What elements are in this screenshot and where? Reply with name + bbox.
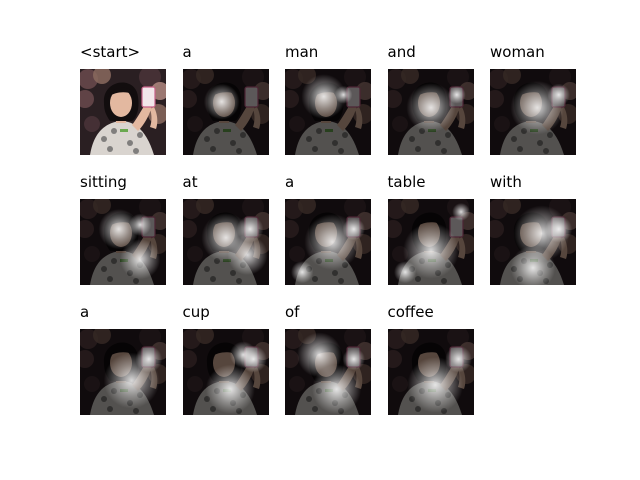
word-label: table <box>387 173 426 191</box>
attention-spot <box>229 341 257 369</box>
attention-spot <box>129 213 152 236</box>
attention-cell: man <box>285 43 373 163</box>
attention-spot <box>402 222 459 279</box>
attention-spot <box>301 74 347 119</box>
attention-spot <box>98 208 139 250</box>
attention-spot <box>291 260 314 284</box>
attention-spot <box>447 85 466 104</box>
attention-map <box>182 199 269 285</box>
attention-map <box>285 69 371 155</box>
attention-cell: <start> <box>80 43 168 163</box>
attention-cell: table <box>387 173 476 293</box>
attention-cell: of <box>285 303 373 423</box>
word-label: man <box>285 43 319 61</box>
word-label: coffee <box>387 303 434 321</box>
attention-map <box>387 199 474 285</box>
attention-map <box>80 199 166 285</box>
word-label: a <box>80 303 90 321</box>
attention-spot <box>312 364 362 414</box>
attention-cell: and <box>387 43 476 163</box>
attention-spot <box>334 85 353 104</box>
attention-map <box>387 329 474 415</box>
attention-map <box>285 199 371 285</box>
attention-spot <box>393 260 416 284</box>
word-label: with <box>490 173 522 191</box>
word-label: and <box>387 43 416 61</box>
attention-cell: a <box>80 303 168 423</box>
word-label: at <box>182 173 198 191</box>
word-label: a <box>285 173 295 191</box>
word-label: cup <box>182 303 210 321</box>
attention-spot <box>451 202 470 221</box>
attention-cell: at <box>182 173 271 293</box>
attention-cell: woman <box>490 43 578 163</box>
attention-cell: coffee <box>387 303 476 423</box>
attention-spot <box>103 352 160 409</box>
word-label: sitting <box>80 173 127 191</box>
attention-cell: sitting <box>80 173 168 293</box>
word-label: a <box>182 43 192 61</box>
attention-spot <box>545 215 573 243</box>
attention-map <box>80 329 166 415</box>
attention-spot <box>547 83 570 106</box>
attention-spot <box>203 83 240 120</box>
word-label: of <box>285 303 300 321</box>
attention-cell: a <box>182 43 271 163</box>
attention-spot <box>342 217 365 241</box>
source-photo <box>80 69 166 155</box>
word-label: <start> <box>80 43 141 61</box>
attention-spot <box>205 364 255 414</box>
attention-spot <box>342 347 365 371</box>
attention-cell: cup <box>182 303 271 423</box>
attention-map <box>490 69 576 155</box>
attention-spot <box>405 83 456 133</box>
attention-spot <box>120 239 161 280</box>
attention-spot <box>406 356 463 413</box>
photo-content <box>80 69 166 155</box>
attention-spot <box>510 245 556 285</box>
attention-cell: with <box>490 173 578 293</box>
word-label: woman <box>490 43 545 61</box>
attention-map <box>490 199 576 285</box>
attention-map <box>182 329 269 415</box>
attention-spot <box>226 234 268 276</box>
attention-map <box>182 69 269 155</box>
attention-cell: a <box>285 173 373 293</box>
attention-map <box>387 69 474 155</box>
attention-map <box>285 329 371 415</box>
